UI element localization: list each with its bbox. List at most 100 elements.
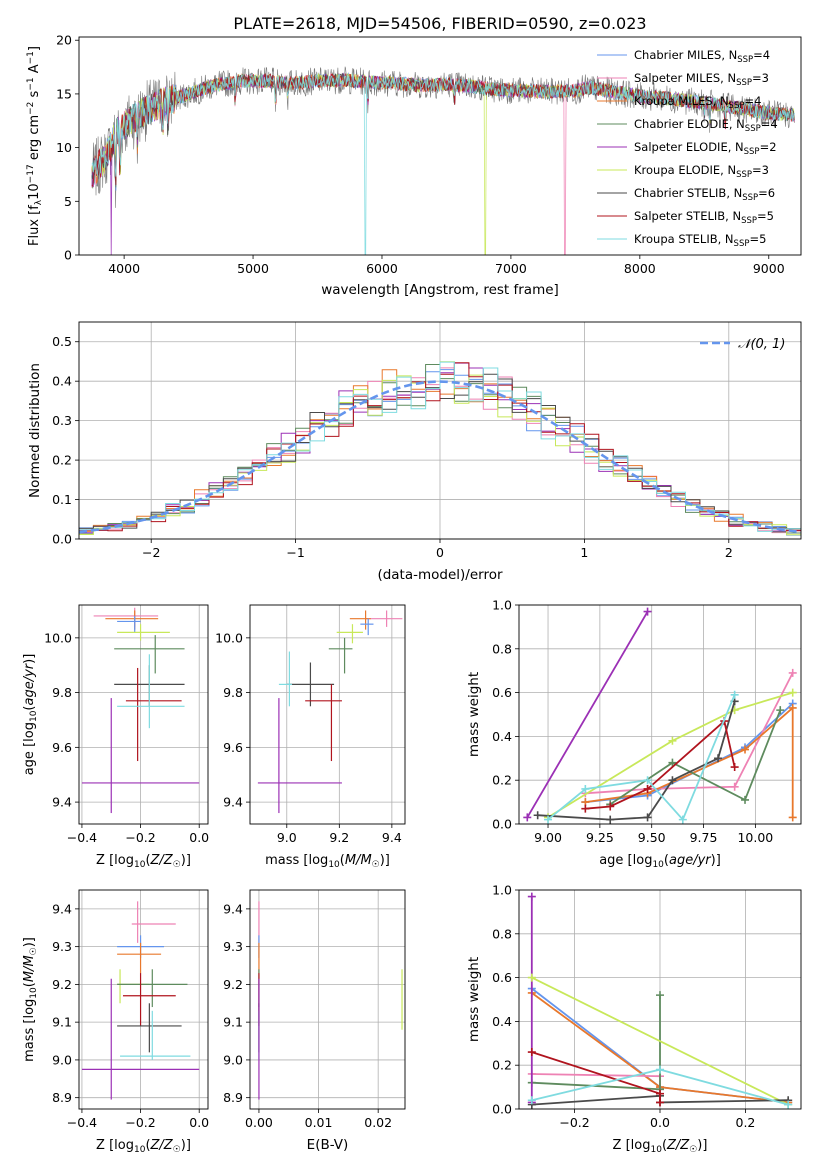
legend-label-salpeter_elodie: Salpeter ELODIE, NSSP=2	[634, 140, 777, 157]
mass_vs_Z-plot-area	[81, 901, 200, 1100]
legend-label-sub: SSP	[737, 55, 753, 65]
weight_vs_Z-ytick-label: 0.2	[492, 1058, 512, 1073]
weight_vs_Z-xlabel: Z [log10(Z/Z☉)]	[613, 1138, 708, 1155]
residual_hist-xtick-label: 2	[725, 545, 733, 560]
weight-marker-kroupa_miles	[788, 703, 797, 712]
mass_vs_Z-xlabel-part: Z/Z	[150, 1138, 174, 1153]
age_vs_Z-xlabel-part: )]	[181, 853, 191, 868]
mass_vs_ebv-xtick-label: 0.02	[364, 1115, 392, 1130]
legend-label-suffix: =5	[749, 232, 766, 246]
legend-label-salpeter_miles: Salpeter MILES, NSSP=3	[634, 71, 769, 88]
spectrum-ylabel-part: −1	[26, 51, 36, 64]
legend-label-salpeter_stelib: Salpeter STELIB, NSSP=5	[634, 209, 774, 226]
legend-label-chabrier_stelib: Chabrier STELIB, NSSP=6	[634, 186, 775, 203]
mass_vs_ebv-ytick-label: 9.4	[223, 901, 243, 916]
mass_vs_ebv-xlabel: E(B-V)	[307, 1137, 349, 1153]
age_vs_mass-frame	[249, 604, 406, 825]
residual_hist-xtick-label: −2	[142, 545, 160, 560]
age_vs_Z-xlabel-part: 10	[134, 860, 146, 870]
weight_vs_age-ytick-label: 0.2	[492, 773, 512, 788]
weight-marker-salpeter_elodie	[643, 607, 652, 616]
spectrum-ylabel-part: λ	[34, 199, 44, 205]
weight_vs_age-plot-area	[523, 607, 797, 824]
weight_vs_age-xtick-label: 9.00	[534, 830, 562, 845]
legend-label-sub: SSP	[741, 216, 757, 226]
weight-line-kroupa_elodie	[547, 691, 793, 819]
mass_vs_Z-xtick-label: −0.4	[67, 1115, 97, 1130]
age_vs_Z-ylabel-part: age [log	[22, 722, 37, 775]
age_vs_Z-ylabel-part: (	[22, 706, 37, 711]
weight_vs_Z-ytick-label: 0.8	[492, 926, 512, 941]
weight_vs_Z-xlabel-part: )]	[697, 1138, 707, 1153]
legend-label-text: Salpeter MILES, N	[634, 71, 736, 85]
spectrum-xtick-label: 5000	[237, 261, 269, 276]
age_vs_Z-ytick-label: 9.4	[52, 795, 72, 810]
residual_hist-frame	[78, 321, 802, 540]
weight-marker-salpeter_stelib	[581, 804, 590, 813]
age_vs_Z-ylabel-part: 10	[29, 710, 39, 722]
age_vs_Z-ylabel: age [log10(age/yr)]	[22, 654, 39, 776]
legend-label-suffix: =5	[757, 209, 774, 223]
spectrum-ylabel-part: s	[27, 90, 42, 101]
legend-label-chabrier_miles: Chabrier MILES, NSSP=4	[634, 48, 770, 65]
age_vs_Z-xlabel-part: Z [log	[96, 853, 134, 868]
weight_vs_age-xlabel-part: )]	[711, 853, 721, 868]
age_vs_mass-xlabel-part: )]	[380, 853, 390, 868]
age_vs_Z-xlabel: Z [log10(Z/Z☉)]	[96, 853, 191, 870]
weight_vs_Z-ytick-label: 0.4	[492, 1014, 512, 1029]
legend-label-suffix: =6	[758, 186, 775, 200]
legend-label-sub: SSP	[734, 239, 750, 249]
weight-marker-kroupa_stelib	[678, 815, 687, 824]
spectrum-ylabel-part: −17	[26, 164, 36, 183]
weight-marker-chabrier_elodie	[776, 706, 785, 715]
spectrum-ylabel-part: −1	[26, 77, 36, 90]
weight-marker-salpeter_miles	[788, 668, 797, 677]
age_vs_Z-frame	[78, 604, 209, 825]
legend-label-sub: SSP	[729, 101, 745, 111]
spectrum-ylabel-part: erg cm	[27, 115, 42, 164]
age_vs_Z-xlabel-part: ☉	[173, 860, 181, 870]
age_vs_Z-ytick-label: 9.6	[52, 740, 72, 755]
mass_vs_ebv-frame	[249, 889, 406, 1110]
hist-xlabel: (data-model)/error	[377, 567, 503, 583]
legend-label-text: Chabrier STELIB, N	[634, 186, 742, 200]
mass_vs_Z-xlabel-part: (	[145, 1138, 150, 1153]
spectrum-xtick-label: 7000	[495, 261, 527, 276]
weight-marker-kroupa_stelib	[656, 1065, 664, 1074]
spectrum-xlabel: wavelength [Angstrom, rest frame]	[321, 282, 559, 298]
weight-marker-kroupa_stelib	[581, 784, 590, 793]
residual_hist-ytick-label: 0.0	[52, 532, 72, 547]
spectrum-xtick-label: 8000	[624, 261, 656, 276]
weight-marker-salpeter_stelib	[527, 1048, 536, 1057]
spectrum-ylabel: Flux [fλ10−17 erg cm−2 s−1 A−1]	[26, 46, 44, 246]
weight-marker-chabrier_elodie	[668, 758, 677, 767]
weight-marker-salpeter_miles	[730, 782, 739, 791]
mass_vs_Z-xlabel-part: 10	[134, 1145, 146, 1155]
mass_vs_ebv-ytick-label: 8.9	[223, 1090, 243, 1105]
age_vs_Z-xtick-label: −0.2	[125, 830, 155, 845]
spectrum-model-salpeter_stelib	[91, 73, 795, 188]
mass_vs_Z-xlabel-part: )]	[181, 1138, 191, 1153]
mass_vs_ebv-ytick-label: 9.1	[223, 1015, 243, 1030]
legend-label-kroupa_elodie: Kroupa ELODIE, NSSP=3	[634, 163, 769, 180]
spectrum-ylabel-part: ]	[27, 46, 42, 51]
weight_vs_age-ytick-label: 1.0	[492, 598, 512, 613]
weight_vs_Z-ytick-label: 1.0	[492, 883, 512, 898]
residual_hist-ytick-label: 0.3	[52, 413, 72, 428]
weight-marker-kroupa_miles	[788, 813, 797, 822]
spectrum-model-kroupa_elodie	[91, 72, 795, 255]
mass_vs_Z-xtick-label: 0.0	[189, 1115, 209, 1130]
weight_vs_Z-ytick-label: 0.0	[492, 1102, 512, 1117]
legend-label-suffix: =3	[752, 163, 769, 177]
spectrum-ytick-label: 15	[56, 86, 72, 101]
mass_vs_Z-ytick-label: 9.0	[52, 1052, 72, 1067]
mass_vs_Z-ylabel: mass [log10(M/M☉)]	[22, 937, 39, 1062]
weight-marker-chabrier_stelib	[643, 813, 652, 822]
weight-line-chabrier_stelib	[537, 701, 736, 821]
weight_vs_Z-xlabel-part: 10	[650, 1145, 662, 1155]
mass_vs_Z-frame	[78, 889, 209, 1110]
weight-line-salpeter_elodie	[526, 611, 649, 818]
legend-label-sub: SSP	[736, 78, 752, 88]
residual_hist-ytick-label: 0.4	[52, 374, 72, 389]
weight_vs_Z-plot-area	[527, 892, 793, 1109]
